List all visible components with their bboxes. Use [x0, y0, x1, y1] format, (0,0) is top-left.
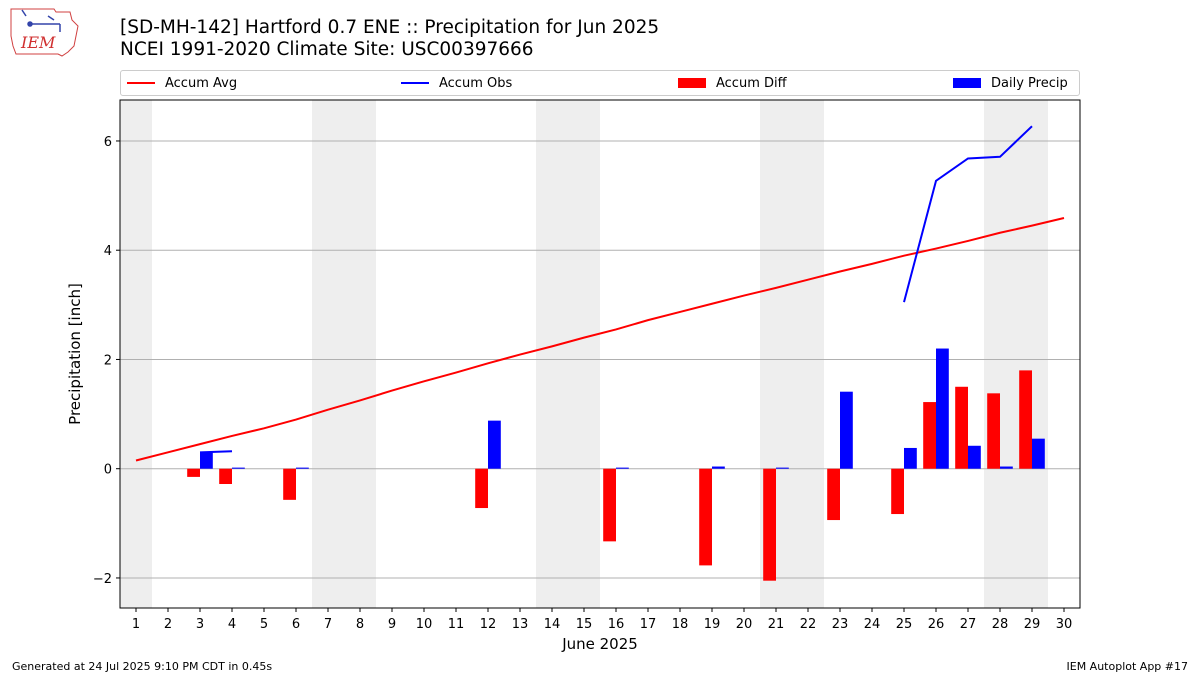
x-tick-label: 24: [864, 617, 881, 632]
x-tick-label: 21: [768, 617, 785, 632]
accum-diff-bar: [699, 468, 712, 566]
x-tick-label: 11: [448, 617, 465, 632]
weekend-shade: [312, 100, 376, 608]
x-tick-label: 19: [704, 617, 721, 632]
accum-diff-bar: [219, 468, 232, 485]
accum-diff-bar: [603, 468, 616, 542]
daily-precip-bar: [1000, 466, 1013, 469]
legend-swatch: [678, 78, 706, 88]
x-tick-label: 9: [388, 617, 396, 632]
x-tick-label: 4: [228, 617, 236, 632]
daily-precip-bar: [488, 420, 501, 469]
legend: Accum Avg Accum Obs Accum Diff Daily Pre…: [120, 70, 1080, 96]
accum-diff-bar: [1019, 370, 1032, 469]
x-tick-label: 27: [960, 617, 977, 632]
x-tick-label: 13: [512, 617, 529, 632]
accum-diff-bar: [987, 393, 1000, 469]
x-tick-label: 8: [356, 617, 364, 632]
x-tick-label: 14: [544, 617, 561, 632]
x-axis-label: June 2025: [561, 635, 638, 653]
accum-diff-bar: [475, 468, 488, 509]
daily-precip-bar: [840, 391, 853, 469]
y-tick-label: −2: [93, 572, 112, 587]
x-tick-label: 17: [640, 617, 657, 632]
chart-subtitle: NCEI 1991-2020 Climate Site: USC00397666: [120, 39, 534, 60]
x-tick-label: 7: [324, 617, 332, 632]
daily-precip-bar: [936, 348, 949, 469]
plot-frame: [119, 99, 1081, 609]
y-tick-label: 6: [104, 135, 112, 150]
x-tick-label: 26: [928, 617, 945, 632]
legend-item-daily-precip: Daily Precip: [953, 71, 1068, 95]
accum-diff-bar: [283, 468, 296, 500]
accum-diff-bar: [955, 386, 968, 469]
x-tick-label: 1: [132, 617, 140, 632]
accum-diff-bar: [763, 468, 776, 581]
weekend-shade: [984, 100, 1048, 608]
x-tick-label: 3: [196, 617, 204, 632]
accum-diff-bar: [827, 468, 840, 521]
x-tick-label: 23: [832, 617, 849, 632]
legend-swatch: [401, 82, 429, 84]
daily-precip-bar: [616, 467, 629, 469]
legend-item-accum-avg: Accum Avg: [127, 71, 237, 95]
y-axis-label: Precipitation [inch]: [66, 283, 84, 425]
daily-precip-bar: [904, 447, 917, 469]
accum-diff-bar: [891, 468, 904, 515]
daily-precip-bar: [200, 452, 213, 469]
daily-precip-bar: [712, 466, 725, 469]
accum-obs-line: [903, 125, 1033, 303]
footer-generated: Generated at 24 Jul 2025 9:10 PM CDT in …: [12, 660, 273, 673]
daily-precip-bar: [968, 445, 981, 469]
accum-diff-bar: [187, 468, 200, 477]
legend-label: Daily Precip: [991, 75, 1068, 91]
accum-obs-line: [199, 450, 233, 454]
y-tick-label: 4: [104, 244, 112, 259]
y-tick-label: 2: [104, 353, 112, 368]
x-tick-label: 10: [416, 617, 433, 632]
x-tick-label: 16: [608, 617, 625, 632]
x-tick-label: 25: [896, 617, 913, 632]
x-tick-label: 30: [1056, 617, 1073, 632]
daily-precip-bar: [776, 467, 789, 469]
x-tick-label: 22: [800, 617, 817, 632]
x-tick-label: 20: [736, 617, 753, 632]
chart-title: [SD-MH-142] Hartford 0.7 ENE :: Precipit…: [120, 17, 660, 38]
legend-swatch: [127, 82, 155, 84]
x-tick-label: 6: [292, 617, 300, 632]
legend-label: Accum Avg: [165, 75, 238, 91]
daily-precip-bar: [1032, 438, 1045, 469]
x-tick-label: 29: [1024, 617, 1041, 632]
daily-precip-bar: [232, 467, 245, 469]
weekend-shade: [536, 100, 600, 608]
legend-label: Accum Obs: [439, 75, 513, 91]
x-tick-label: 12: [480, 617, 497, 632]
legend-item-accum-diff: Accum Diff: [678, 71, 787, 95]
daily-precip-bar: [296, 467, 309, 469]
accum-avg-line: [135, 217, 1065, 462]
logo-text: IEM: [20, 33, 56, 52]
legend-item-accum-obs: Accum Obs: [401, 71, 512, 95]
x-tick-label: 28: [992, 617, 1009, 632]
weekend-shade: [120, 100, 152, 608]
iem-logo: IEM: [10, 8, 79, 57]
legend-swatch: [953, 78, 981, 88]
y-tick-label: 0: [104, 463, 112, 478]
legend-label: Accum Diff: [716, 75, 787, 91]
x-tick-label: 5: [260, 617, 268, 632]
x-tick-label: 2: [164, 617, 172, 632]
accum-diff-bar: [923, 402, 936, 469]
x-tick-label: 15: [576, 617, 593, 632]
x-tick-label: 18: [672, 617, 689, 632]
footer-app: IEM Autoplot App #17: [1066, 660, 1189, 673]
